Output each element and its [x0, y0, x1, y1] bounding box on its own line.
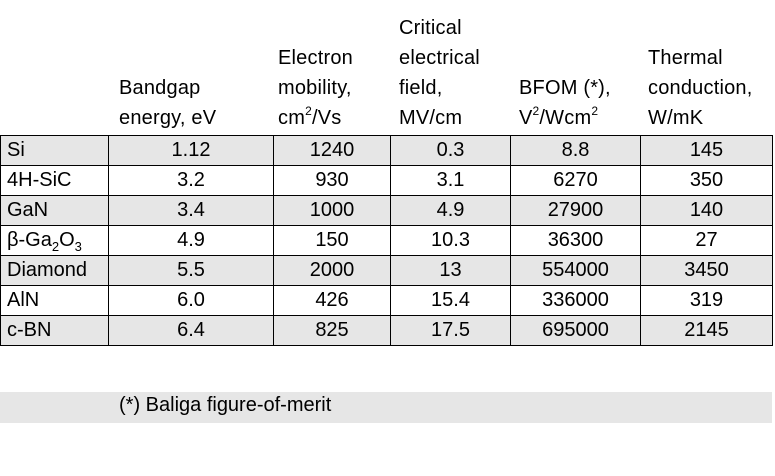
thermal-cell: 350: [640, 165, 773, 196]
header-thermal-line3: W/mK: [648, 107, 704, 129]
bfom-cell: 695000: [510, 315, 641, 346]
header-critical-line1: Critical: [399, 17, 462, 39]
material-cell: AlN: [0, 285, 109, 316]
header-mobility-line1: Electron: [278, 47, 353, 69]
footnote-bar: (*) Baliga figure-of-merit: [0, 392, 772, 423]
thermal-cell: 27: [640, 225, 773, 256]
material-cell: β-Ga2O3: [0, 225, 109, 256]
field-cell: 17.5: [390, 315, 511, 346]
material-cell: 4H-SiC: [0, 165, 109, 196]
header-bandgap-line2: energy, eV: [119, 107, 217, 129]
bfom-cell: 36300: [510, 225, 641, 256]
table-row: c-BN 6.4 825 17.5 695000 2145: [0, 315, 773, 346]
bandgap-cell: 6.4: [108, 315, 274, 346]
bfom-cell: 336000: [510, 285, 641, 316]
bandgap-cell: 6.0: [108, 285, 274, 316]
table-row: Si 1.12 1240 0.3 8.8 145: [0, 135, 773, 166]
bandgap-cell: 5.5: [108, 255, 274, 286]
mobility-cell: 930: [273, 165, 391, 196]
field-cell: 4.9: [390, 195, 511, 226]
field-cell: 15.4: [390, 285, 511, 316]
bfom-cell: 6270: [510, 165, 641, 196]
table-row: GaN 3.4 1000 4.9 27900 140: [0, 195, 773, 226]
header-critical-line3: field,: [399, 77, 443, 99]
field-cell: 13: [390, 255, 511, 286]
material-cell: Si: [0, 135, 109, 166]
mobility-cell: 150: [273, 225, 391, 256]
material-cell: Diamond: [0, 255, 109, 286]
footnote-text: (*) Baliga figure-of-merit: [119, 394, 332, 416]
thermal-cell: 3450: [640, 255, 773, 286]
header-thermal-conduction: Thermal conduction, W/mK: [648, 43, 753, 133]
bandgap-cell: 1.12: [108, 135, 274, 166]
table-row: Diamond 5.5 2000 13 554000 3450: [0, 255, 773, 286]
thermal-cell: 140: [640, 195, 773, 226]
thermal-cell: 145: [640, 135, 773, 166]
table-row: AlN 6.0 426 15.4 336000 319: [0, 285, 773, 316]
header-critical-field: Critical electrical field, MV/cm: [399, 13, 480, 133]
header-critical-line4: MV/cm: [399, 107, 463, 129]
materials-table: Si 1.12 1240 0.3 8.8 145 4H-SiC 3.2 930 …: [0, 135, 773, 346]
header-thermal-line2: conduction,: [648, 77, 753, 99]
header-bfom-unit: V2/Wcm2: [519, 104, 599, 129]
material-cell: GaN: [0, 195, 109, 226]
header-mobility-line2: mobility,: [278, 77, 352, 99]
mobility-cell: 1240: [273, 135, 391, 166]
field-cell: 3.1: [390, 165, 511, 196]
bandgap-cell: 4.9: [108, 225, 274, 256]
bfom-cell: 8.8: [510, 135, 641, 166]
table-row: 4H-SiC 3.2 930 3.1 6270 350: [0, 165, 773, 196]
header-mobility-unit: cm2/Vs: [278, 104, 342, 129]
mobility-cell: 426: [273, 285, 391, 316]
material-cell: c-BN: [0, 315, 109, 346]
bandgap-cell: 3.2: [108, 165, 274, 196]
mobility-cell: 2000: [273, 255, 391, 286]
field-cell: 10.3: [390, 225, 511, 256]
header-critical-line2: electrical: [399, 47, 480, 69]
mobility-cell: 825: [273, 315, 391, 346]
header-thermal-line1: Thermal: [648, 47, 723, 69]
field-cell: 0.3: [390, 135, 511, 166]
thermal-cell: 2145: [640, 315, 773, 346]
header-bandgap-line1: Bandgap: [119, 77, 201, 99]
header-electron-mobility: Electron mobility, cm2/Vs: [278, 43, 353, 133]
bfom-cell: 27900: [510, 195, 641, 226]
bandgap-cell: 3.4: [108, 195, 274, 226]
header-bfom-line1: BFOM (*),: [519, 77, 611, 99]
header-bandgap: Bandgap energy, eV: [119, 73, 216, 133]
bfom-cell: 554000: [510, 255, 641, 286]
thermal-cell: 319: [640, 285, 773, 316]
table-row: β-Ga2O3 4.9 150 10.3 36300 27: [0, 225, 773, 256]
header-bfom: BFOM (*), V2/Wcm2: [519, 73, 611, 133]
mobility-cell: 1000: [273, 195, 391, 226]
